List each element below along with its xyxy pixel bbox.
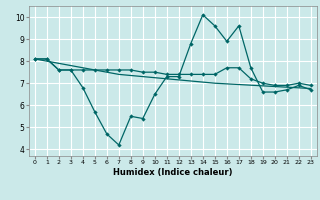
X-axis label: Humidex (Indice chaleur): Humidex (Indice chaleur)	[113, 168, 233, 177]
